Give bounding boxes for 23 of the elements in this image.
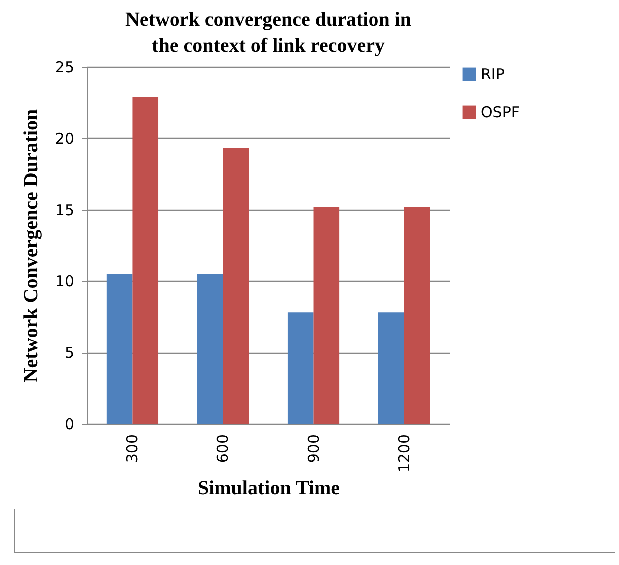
bar [132,96,159,424]
y-tick-label: 20 [55,130,74,148]
legend-label: RIP [481,66,505,84]
x-tick-label: 1200 [395,434,414,473]
y-tick-label: 25 [55,58,74,76]
y-tick-label: 0 [64,416,74,434]
bar [378,312,404,424]
bar [288,312,314,424]
legend-label: OSPF [481,104,520,122]
x-tick-label: 300 [124,434,142,464]
y-tick-label: 5 [64,344,74,362]
bar [197,274,224,424]
x-axis-title: Simulation Time [198,478,340,500]
bar [106,274,133,424]
x-tick-label: 600 [214,434,232,464]
bar [404,206,430,424]
y-tick-label: 15 [55,201,74,220]
chart-title: Network convergence duration in the context of link recovery [125,9,412,57]
bar [314,206,340,424]
y-tick-label: 10 [55,272,74,291]
y-axis-title: Network Convergence Duration [20,109,42,383]
bar [223,148,250,424]
x-tick-label: 900 [304,434,323,464]
